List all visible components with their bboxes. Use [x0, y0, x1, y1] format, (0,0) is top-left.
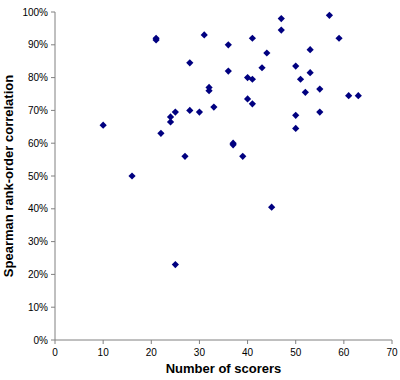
point [153, 36, 160, 43]
y-tick-label: 30% [28, 236, 48, 247]
x-tick [151, 340, 152, 344]
x-tick [343, 340, 344, 344]
y-tick [51, 307, 55, 308]
point [172, 261, 179, 268]
point [316, 85, 323, 92]
point [201, 31, 208, 38]
y-tick [51, 274, 55, 275]
point [225, 67, 232, 74]
point [278, 26, 285, 33]
x-tick [103, 340, 104, 344]
point [157, 130, 164, 137]
x-tick [295, 340, 296, 344]
y-tick-label: 50% [28, 171, 48, 182]
point [268, 204, 275, 211]
point [345, 92, 352, 99]
y-tick [51, 241, 55, 242]
point [316, 108, 323, 115]
point [297, 76, 304, 83]
chart: 0% 10% 20% 30% 40% 50% 60% 70% 80% 90% 100% 0 10 20 30… [0, 0, 400, 380]
point [278, 15, 285, 22]
y-tick-label: 100% [22, 7, 48, 18]
point [307, 46, 314, 53]
y-tick-label: 90% [28, 39, 48, 50]
x-tick-label: 50 [290, 347, 302, 358]
y-tick-label: 0% [34, 335, 49, 346]
point [186, 107, 193, 114]
x-tick-label: 40 [242, 347, 254, 358]
point [307, 69, 314, 76]
point [230, 141, 237, 148]
point [186, 59, 193, 66]
point [100, 122, 107, 129]
y-tick [51, 110, 55, 111]
point [292, 63, 299, 70]
y-tick [51, 44, 55, 45]
y-tick [51, 208, 55, 209]
y-axis-title: Spearman rank-order correlation [1, 75, 16, 277]
point [292, 112, 299, 119]
point [302, 89, 309, 96]
point [263, 49, 270, 56]
point [326, 12, 333, 19]
point [128, 172, 135, 179]
x-tick-label: 70 [386, 347, 398, 358]
point [239, 153, 246, 160]
x-tick-label: 0 [52, 347, 58, 358]
point [249, 35, 256, 42]
x-axis-title: Number of scorers [166, 361, 282, 376]
point [249, 100, 256, 107]
x-tick-label: 10 [98, 347, 110, 358]
point [210, 104, 217, 111]
x-tick-label: 30 [194, 347, 206, 358]
point [355, 92, 362, 99]
point [181, 153, 188, 160]
points [100, 12, 362, 268]
x-tick-label: 60 [338, 347, 350, 358]
y-tick-label: 20% [28, 269, 48, 280]
y-tick-label: 40% [28, 203, 48, 214]
y-tick [51, 340, 55, 341]
point [244, 95, 251, 102]
y-tick [51, 176, 55, 177]
y-tick-label: 70% [28, 105, 48, 116]
x-tick [55, 340, 56, 344]
point [292, 125, 299, 132]
y-tick-label: 80% [28, 72, 48, 83]
y-tick [51, 12, 55, 13]
point [196, 108, 203, 115]
x-tick [199, 340, 200, 344]
y-tick [51, 143, 55, 144]
y-tick [51, 77, 55, 78]
point [249, 76, 256, 83]
x-tick-label: 20 [146, 347, 158, 358]
point [167, 113, 174, 120]
point [205, 87, 212, 94]
point [258, 64, 265, 71]
point [172, 108, 179, 115]
y-tick-label: 60% [28, 138, 48, 149]
x-tick [392, 340, 393, 344]
point [335, 35, 342, 42]
x-tick [247, 340, 248, 344]
y-tick-label: 10% [28, 302, 48, 313]
x-axis-line [55, 340, 392, 341]
point [225, 41, 232, 48]
